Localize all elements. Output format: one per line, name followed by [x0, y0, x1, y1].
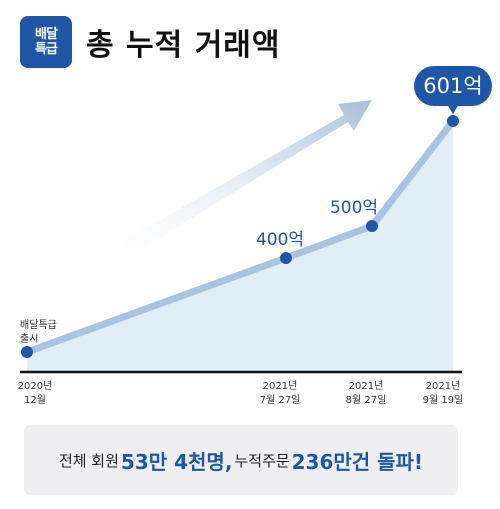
summary-banner: 전체 회원 53만 4천명, 누적주문 236만건 돌파!: [24, 425, 458, 495]
start-annotation: 출시: [20, 333, 38, 345]
x-tick-label: 2020년: [18, 380, 53, 392]
x-tick-label: 12월: [24, 394, 46, 406]
x-tick-label: 2021년: [349, 380, 384, 392]
app-logo: 배달 특급: [20, 16, 72, 68]
x-tick-label: 8월 27일: [346, 394, 387, 406]
series-line: [23, 117, 457, 356]
start-annotation: 배달특급: [20, 319, 57, 331]
x-tick-label: 2021년: [426, 380, 461, 392]
logo-text-line1: 배달: [35, 27, 58, 42]
data-label: 500억: [330, 198, 378, 218]
x-tick-label: 9월 19일: [423, 394, 464, 406]
data-point: [21, 346, 33, 358]
x-tick-label: 7월 27일: [260, 394, 301, 406]
header: 배달 특급 총 누적 거래액: [20, 14, 281, 70]
summary-prefix: 전체 회원: [58, 451, 119, 470]
area-fill: [27, 121, 453, 372]
data-point: [447, 115, 459, 127]
value-bubble: [414, 66, 492, 106]
logo-text-line2: 특급: [35, 42, 58, 57]
x-tick-label: 2021년: [263, 380, 298, 392]
growth-arrow: [86, 100, 372, 277]
value-bubble-tail: [447, 104, 459, 114]
order-count: 236만건 돌파!: [291, 449, 424, 474]
data-label: 400억: [256, 230, 304, 250]
data-point: [280, 252, 292, 264]
page-title: 총 누적 거래액: [86, 28, 281, 63]
summary-middle: 누적주문: [234, 451, 290, 470]
data-label: 601억: [423, 74, 482, 98]
member-count: 53만 4천명,: [120, 449, 233, 474]
data-point: [366, 220, 378, 232]
